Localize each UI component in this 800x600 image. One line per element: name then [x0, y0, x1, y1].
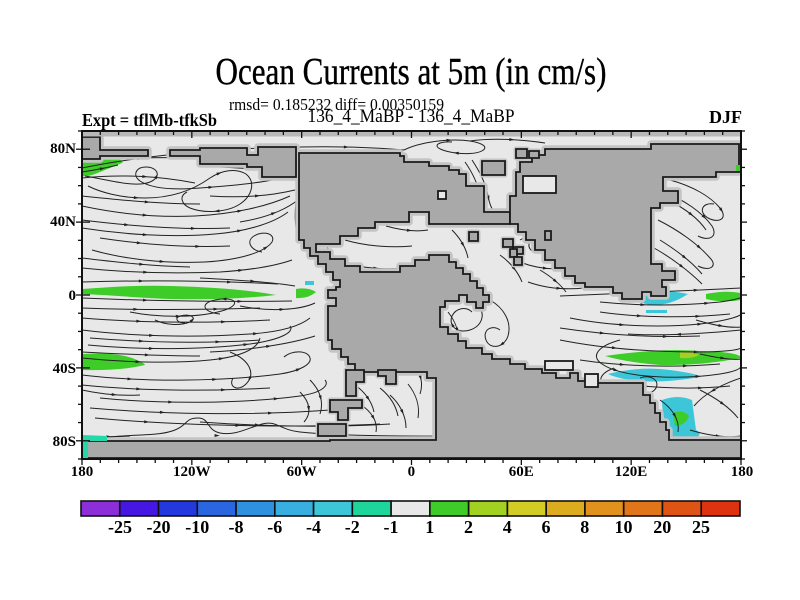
svg-text:-6: -6 [267, 517, 282, 537]
svg-text:DJF: DJF [709, 107, 742, 127]
svg-text:120W: 120W [173, 464, 211, 480]
svg-text:-2: -2 [345, 517, 360, 537]
svg-text:136_4_MaBP - 136_4_MaBP: 136_4_MaBP - 136_4_MaBP [308, 106, 515, 127]
svg-text:60W: 60W [287, 464, 317, 480]
svg-text:80S: 80S [53, 434, 76, 450]
svg-text:25: 25 [692, 517, 710, 537]
svg-text:80N: 80N [50, 141, 76, 157]
svg-text:-4: -4 [306, 517, 321, 537]
svg-text:Expt = tflMb-tfkSb: Expt = tflMb-tfkSb [82, 110, 217, 130]
svg-text:180: 180 [71, 464, 94, 480]
svg-text:0: 0 [408, 464, 416, 480]
svg-text:180: 180 [731, 464, 754, 480]
svg-text:20: 20 [653, 517, 671, 537]
svg-text:10: 10 [615, 517, 633, 537]
svg-text:1: 1 [425, 517, 434, 537]
svg-text:0: 0 [69, 288, 77, 304]
svg-text:8: 8 [580, 517, 589, 537]
svg-text:6: 6 [542, 517, 551, 537]
svg-text:Ocean Currents at 5m (in cm/s): Ocean Currents at 5m (in cm/s) [216, 51, 607, 93]
svg-text:4: 4 [503, 517, 512, 537]
svg-text:-20: -20 [147, 517, 171, 537]
svg-text:-10: -10 [185, 517, 209, 537]
svg-text:rmsd= 0.185232 diff= 0.0035015: rmsd= 0.185232 diff= 0.00350159 [229, 95, 444, 114]
svg-text:40N: 40N [50, 214, 76, 230]
svg-text:-1: -1 [384, 517, 399, 537]
svg-text:-25: -25 [108, 517, 132, 537]
svg-text:120E: 120E [615, 464, 648, 480]
svg-text:60E: 60E [509, 464, 534, 480]
svg-text:2: 2 [464, 517, 473, 537]
svg-text:-8: -8 [229, 517, 244, 537]
svg-text:40S: 40S [53, 361, 76, 377]
